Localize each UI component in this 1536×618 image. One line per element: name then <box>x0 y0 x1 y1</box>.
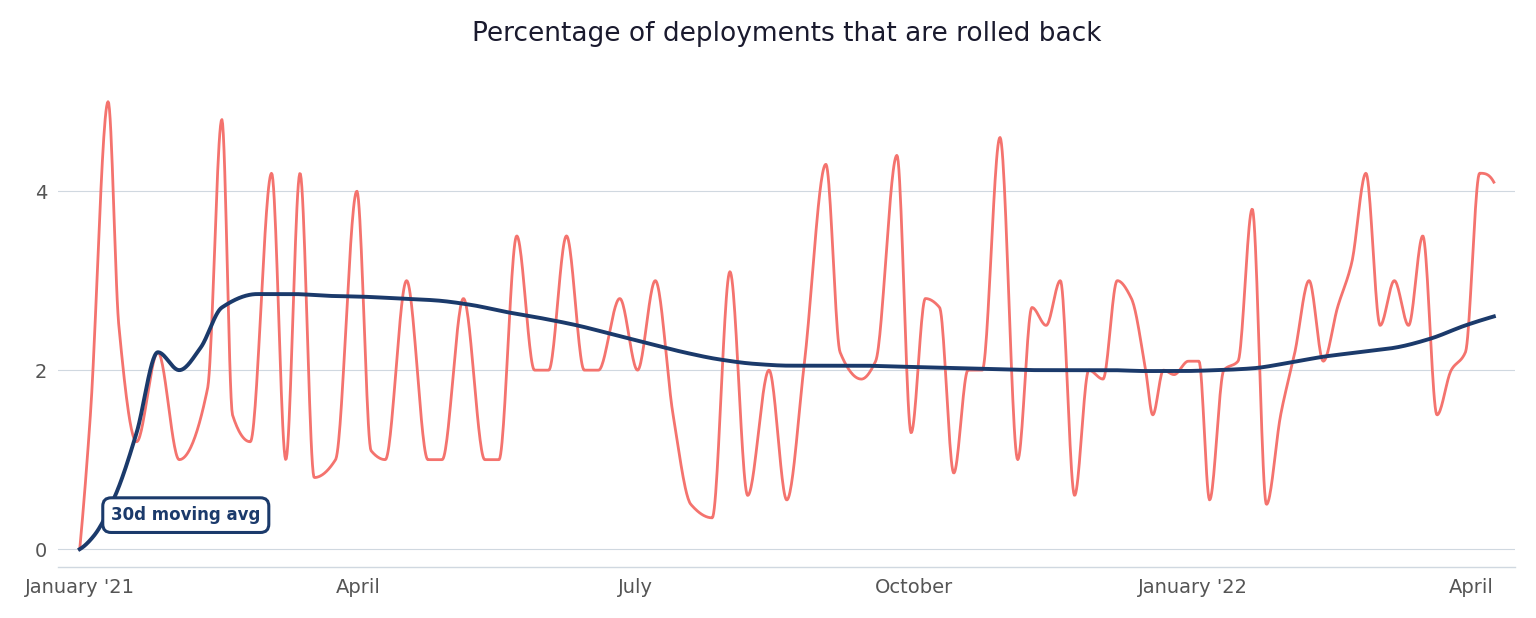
Text: 30d moving avg: 30d moving avg <box>111 506 261 524</box>
Title: Percentage of deployments that are rolled back: Percentage of deployments that are rolle… <box>472 21 1101 47</box>
